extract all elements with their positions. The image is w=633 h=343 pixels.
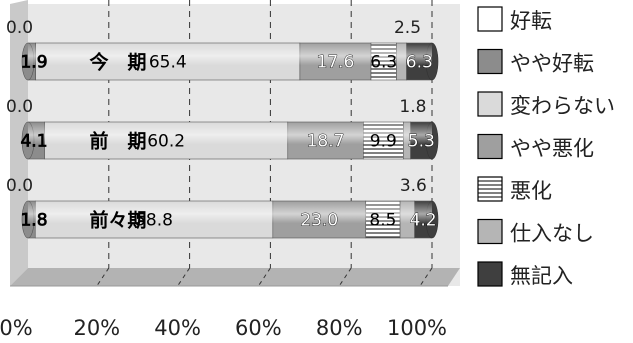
data-label: 23.0 [300,211,338,231]
data-label: 58.8 [135,211,173,231]
category-label: 前々期 [89,209,146,232]
legend-label: 変わらない [510,94,615,118]
legend-swatch [477,218,503,245]
x-axis-ticks: 0% 20% 40% 60% 80% 100% [0,316,447,340]
data-label: 0.0 [6,18,33,38]
data-label: 4.1 [20,132,47,152]
data-label: 1.8 [20,211,47,231]
category-label: 前 期 [89,130,146,153]
data-label: 6.3 [370,53,397,73]
data-label: 0.0 [6,176,33,196]
gridline-floor [338,267,352,287]
data-label: 8.5 [369,211,396,231]
category-label: 今 期 [88,51,146,74]
plot-floor [10,268,460,286]
x-tick-label: 60% [235,316,282,340]
x-tick-label: 80% [316,316,363,340]
legend-label: 仕入なし [510,222,594,246]
legend-swatch [477,6,503,32]
bar-shine [28,201,432,238]
gridline-floor [96,267,110,287]
legend-swatch [477,48,503,75]
bar-shine [28,43,432,80]
legend-label: 悪化 [510,179,552,203]
legend-label: やや好転 [510,52,594,76]
gridline-floor [257,267,271,287]
bars-layer: 今 期 0.0 1.9 65.4 17.6 6.3 2.5 6.3 前 期 0.0 4.1 60.2 1… [6,18,439,239]
legend-label: やや悪化 [510,137,594,161]
data-label: 60.2 [147,132,185,152]
legend-swatch [477,91,503,117]
legend-label: 無記入 [510,264,573,288]
gridline-floor [419,267,433,287]
x-tick-label: 100% [387,316,447,340]
data-label: 9.9 [370,132,397,152]
data-label: 5.3 [408,132,435,152]
x-tick-label: 40% [154,316,201,340]
data-label: 4.2 [410,211,437,231]
data-label: 1.8 [399,97,426,117]
data-label: 65.4 [149,53,187,73]
data-label: 0.0 [6,97,33,117]
gridline-floor [177,267,191,287]
x-tick-label: 20% [73,316,120,340]
legend-swatch [477,176,503,202]
bar-row: 前 期 0.0 4.1 60.2 18.7 9.91.8 5.3 [6,97,439,160]
bar-row: 今 期 0.0 1.9 65.4 17.6 6.3 2.5 6.3 [6,18,439,81]
legend-label: 好転 [510,9,552,33]
legend-swatch [477,133,503,160]
data-label: 6.3 [406,53,433,73]
bar-row: 前々期 0.0 1.8 58.8 23.0 8.53.6 4.2 [6,176,439,239]
data-label: 17.6 [317,53,355,73]
legend-swatch [477,261,503,287]
data-label: 2.5 [394,18,421,38]
bar-shine [28,122,432,159]
data-label: 18.7 [307,132,345,152]
data-label: 3.6 [400,176,427,196]
data-label: 1.9 [20,53,47,73]
x-tick-label: 0% [0,316,33,340]
